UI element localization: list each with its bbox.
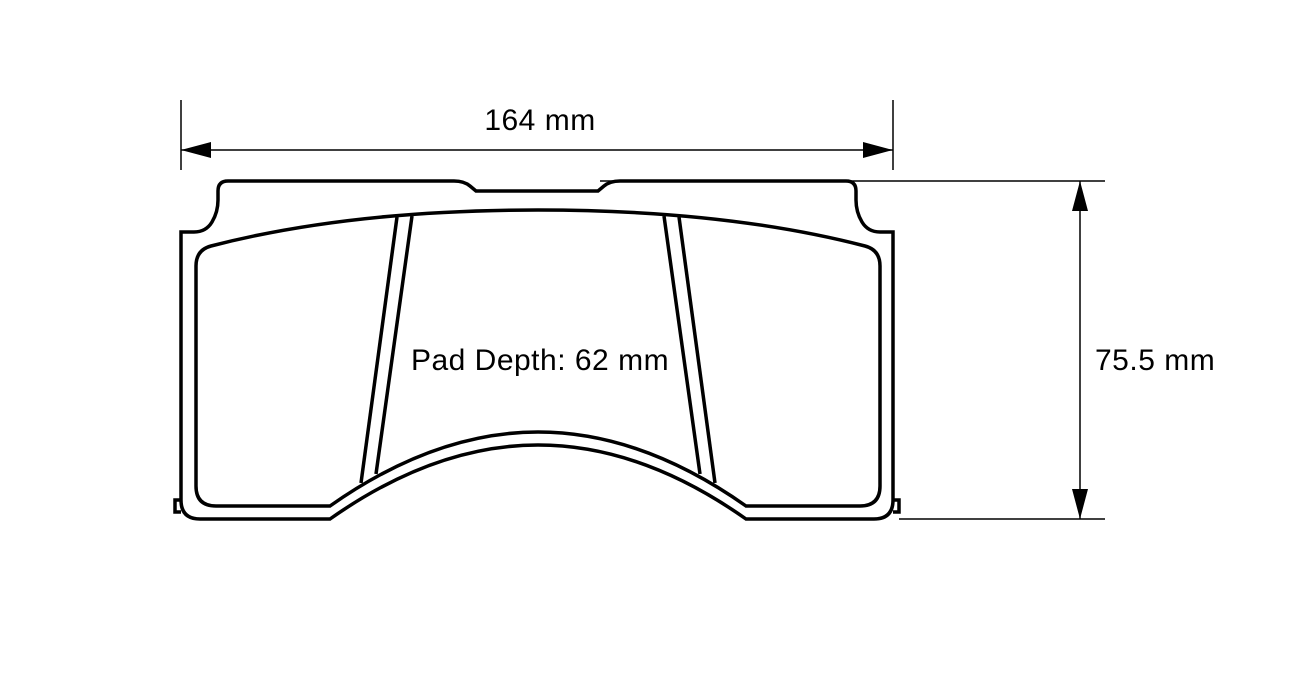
height-dimension: 75.5 mm	[600, 181, 1215, 519]
width-dimension: 164 mm	[181, 100, 893, 170]
height-dimension-label: 75.5 mm	[1095, 344, 1215, 377]
width-dimension-label: 164 mm	[484, 104, 595, 137]
pad-depth-label: Pad Depth: 62 mm	[411, 344, 669, 377]
